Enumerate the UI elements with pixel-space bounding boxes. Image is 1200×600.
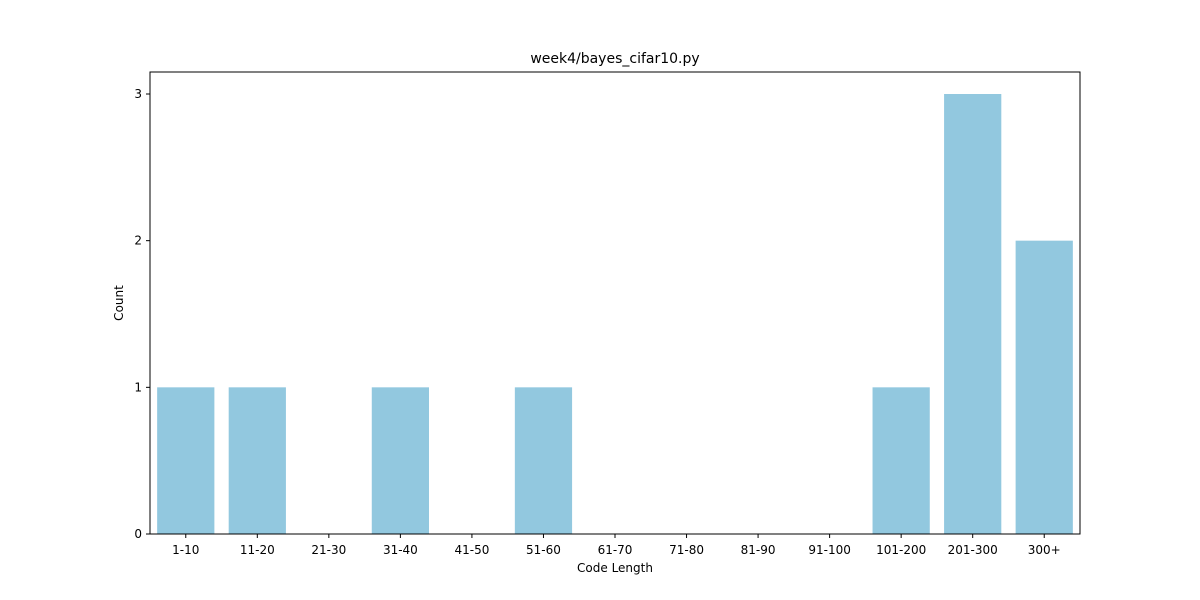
x-tick-label: 300+: [1028, 543, 1061, 557]
x-tick-label: 51-60: [526, 543, 561, 557]
bar-31-40: [371, 387, 429, 534]
x-tick-label: 61-70: [598, 543, 633, 557]
y-tick-label: 1: [134, 380, 142, 394]
x-tick-label: 11-20: [240, 543, 275, 557]
bar-300+: [1015, 240, 1073, 535]
x-tick-label: 201-300: [948, 543, 998, 557]
x-tick-label: 41-50: [454, 543, 489, 557]
y-tick-label: 3: [134, 87, 142, 101]
x-tick-label: 91-100: [808, 543, 851, 557]
chart-title: week4/bayes_cifar10.py: [530, 51, 699, 67]
y-axis: 0 1 2 3: [134, 87, 150, 541]
x-axis: 1-10 11-20 21-30 31-40 41-50 51-60 61-70 71-80 8…: [172, 534, 1061, 557]
y-tick-label: 0: [134, 527, 142, 541]
x-tick-label: 71-80: [669, 543, 704, 557]
y-tick-label: 2: [134, 234, 142, 248]
x-tick-label: 81-90: [741, 543, 776, 557]
x-tick-label: 21-30: [311, 543, 346, 557]
y-axis-label: Count: [112, 285, 126, 321]
bar-11-20: [228, 387, 286, 534]
bar-101-200: [872, 387, 930, 534]
bar-51-60: [514, 387, 573, 534]
x-tick-label: 1-10: [172, 543, 199, 557]
bar-201-300: [944, 94, 1002, 534]
bars-group: [157, 94, 1073, 535]
plot-frame: [149, 71, 1081, 535]
x-tick-label: 101-200: [876, 543, 926, 557]
x-axis-label: Code Length: [577, 561, 653, 575]
bar-1-10: [157, 387, 215, 534]
x-tick-label: 31-40: [383, 543, 418, 557]
